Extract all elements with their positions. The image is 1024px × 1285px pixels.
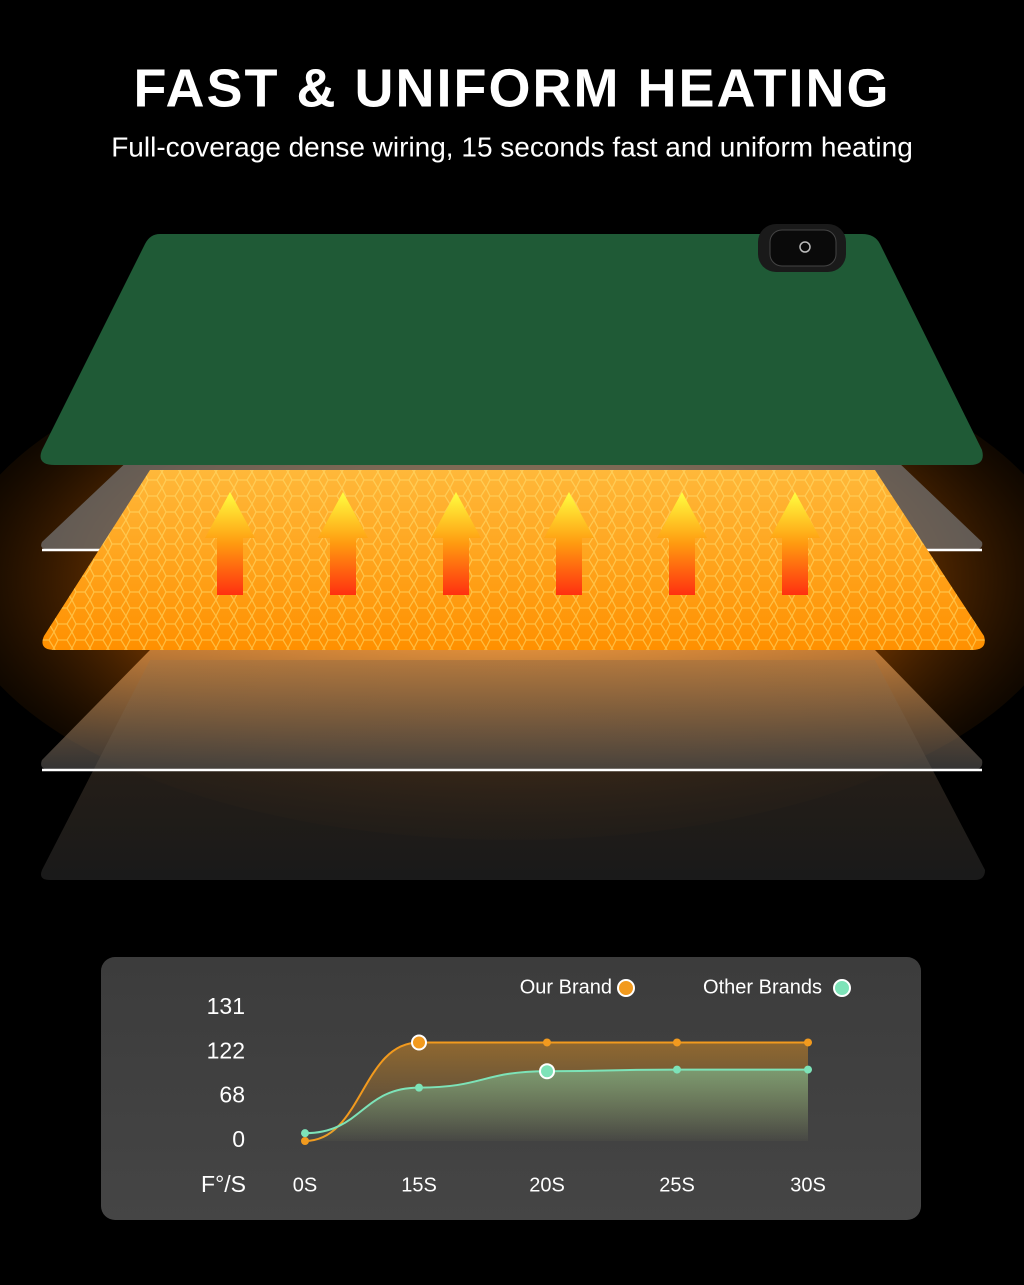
x-tick-label: 0S (293, 1174, 317, 1196)
y-axis-label: F°/S (201, 1171, 246, 1197)
mat-illustration (0, 224, 1024, 880)
data-point (411, 1034, 427, 1051)
data-point (804, 1038, 812, 1047)
data-point (804, 1065, 812, 1074)
subtitle: Full-coverage dense wiring, 15 seconds f… (111, 131, 913, 162)
chart: 0 68 122 131 F°/S 0S 15S 20S 25S 30S Our Brand Othe… (201, 976, 851, 1197)
title: FAST & UNIFORM HEATING (134, 58, 891, 118)
y-tick-label: 122 (207, 1037, 245, 1063)
legend-label: Other Brands (703, 976, 822, 998)
data-point (673, 1038, 681, 1047)
y-tick-label: 68 (219, 1082, 245, 1108)
data-point (415, 1083, 423, 1092)
legend-swatch (617, 979, 635, 997)
x-tick-label: 25S (659, 1174, 695, 1196)
data-point (673, 1065, 681, 1074)
legend-label: Our Brand (520, 976, 612, 998)
data-point (543, 1038, 551, 1047)
x-tick-label: 15S (401, 1174, 437, 1196)
data-point (301, 1129, 309, 1138)
y-tick-label: 0 (232, 1126, 245, 1152)
y-tick-label: 131 (207, 993, 245, 1019)
series-line (304, 1041, 808, 1142)
data-point (539, 1063, 555, 1080)
legend-swatch (833, 979, 851, 997)
x-tick-label: 30S (790, 1174, 826, 1196)
series-area (305, 1069, 808, 1141)
x-tick-label: 20S (529, 1174, 565, 1196)
